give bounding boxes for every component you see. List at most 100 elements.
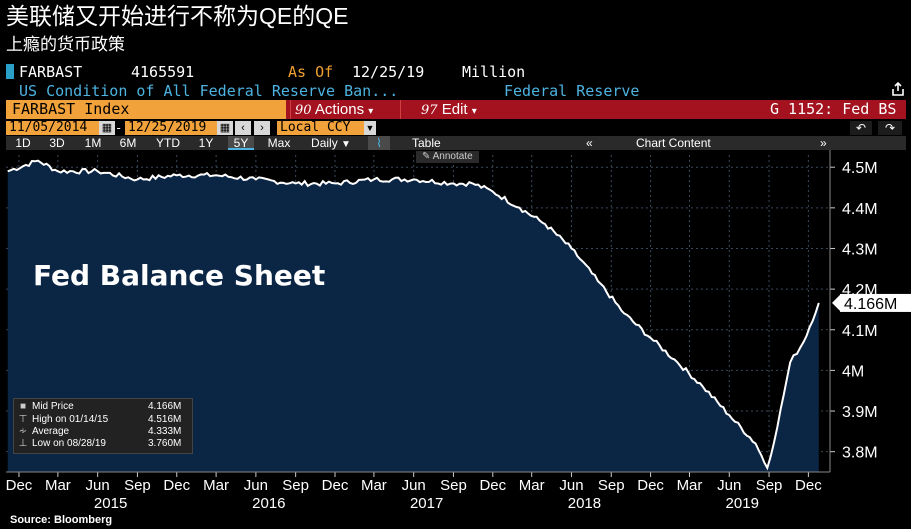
legend-low-icon: ⊥ <box>18 438 28 449</box>
undo-icon[interactable]: ↶ <box>850 121 872 135</box>
legend-label: High on 01/14/15 <box>32 414 109 425</box>
actions-number: 90 <box>295 103 312 118</box>
period-6m-button[interactable]: 6M <box>119 136 137 150</box>
y-tick-label: 4.1M <box>842 323 878 340</box>
x-tick-label: Jun <box>244 477 268 494</box>
redo-icon[interactable]: ↷ <box>878 121 902 135</box>
x-tick-label: Jun <box>86 477 110 494</box>
period-ytd-button[interactable]: YTD <box>156 136 180 150</box>
x-tick-label: Mar <box>677 477 703 494</box>
x-tick-label: Jun <box>717 477 741 494</box>
legend-row-low: ⊥ Low on 08/28/19 3.760M <box>14 438 192 450</box>
frequency-label: Daily <box>311 136 338 150</box>
headline: 美联储又开始进行不称为QE的QE <box>6 3 349 29</box>
table-label: Table <box>412 136 441 150</box>
last-value-arrow <box>832 294 840 311</box>
legend-value: 3.760M <box>148 438 182 449</box>
x-tick-label: Dec <box>163 477 190 494</box>
index-name-field[interactable]: FARBAST Index <box>6 100 286 119</box>
index-name: FARBAST Index <box>12 100 130 118</box>
as-of-label: As Of <box>288 63 334 81</box>
end-date-input[interactable]: 12/25/2019 <box>125 121 221 135</box>
series-line <box>7 159 820 471</box>
line-chart-icon[interactable]: ⌇ <box>368 136 390 150</box>
caret-down-icon: ▾ <box>471 106 477 117</box>
y-tick-label: 4.5M <box>842 160 878 177</box>
last-value-label: 4.166M <box>844 296 897 313</box>
period-1m-button[interactable]: 1M <box>84 136 102 150</box>
actions-button[interactable]: 90 Actions ▾ <box>290 100 399 119</box>
legend-row-average: ∻ Average 4.333M <box>14 426 192 438</box>
double-chevron-right-icon[interactable]: » <box>820 136 827 150</box>
caret-down-icon: ▾ <box>368 106 374 117</box>
x-tick-label: Dec <box>795 477 822 494</box>
period-1y-button[interactable]: 1Y <box>198 136 214 150</box>
x-year-label: 2018 <box>568 495 601 512</box>
date-separator: - <box>115 121 123 135</box>
x-tick-label: Mar <box>203 477 229 494</box>
legend-square-icon: ■ <box>19 401 27 412</box>
x-tick-label: Jun <box>402 477 426 494</box>
y-tick-label: 4.4M <box>842 201 878 218</box>
last-value-marker: 4.166M <box>832 293 911 313</box>
x-tick-label: Mar <box>45 477 71 494</box>
caret-down-icon: ▼ <box>341 139 351 150</box>
y-tick-label: 4M <box>842 363 864 380</box>
calendar-icon[interactable]: ▦ <box>217 121 233 135</box>
x-tick-label: Dec <box>479 477 506 494</box>
legend: ■ Mid Price 4.166M ⊤ High on 01/14/15 4.… <box>13 398 193 454</box>
currency-select[interactable]: Local CCY <box>277 121 368 135</box>
edit-number: 97 <box>421 103 438 118</box>
share-icon[interactable] <box>889 81 907 99</box>
legend-label: Average <box>32 426 70 437</box>
x-tick-label: Dec <box>322 477 349 494</box>
ticker-code: FARBAST <box>19 63 83 81</box>
x-tick-label: Dec <box>6 477 33 494</box>
edit-label: Edit <box>441 101 468 118</box>
chevron-down-icon[interactable]: ▼ <box>364 121 376 135</box>
x-tick-label: Sep <box>440 477 467 494</box>
x-year-label: 2016 <box>252 495 285 512</box>
x-year-label: 2017 <box>410 495 443 512</box>
subheadline: 上瘾的货币政策 <box>6 35 125 54</box>
table-button[interactable]: Table <box>412 136 472 150</box>
x-tick-label: Jun <box>559 477 583 494</box>
frequency-select[interactable]: Daily ▼ <box>302 136 360 150</box>
source-note: Source: Bloomberg <box>10 514 113 526</box>
x-axis: Dec Mar Jun Sep Dec Mar Jun Sep Dec Mar Jun Sep Dec M… <box>6 471 830 512</box>
chevron-left-icon[interactable]: ‹ <box>235 121 251 135</box>
security-source: Federal Reserve <box>504 82 640 100</box>
period-1d-button[interactable]: 1D <box>15 136 31 150</box>
unit-label: Million <box>462 63 526 81</box>
x-tick-label: Sep <box>124 477 151 494</box>
chevron-right-icon[interactable]: › <box>254 121 270 135</box>
period-5y-button[interactable]: 5Y <box>228 136 254 150</box>
legend-row-high: ⊤ High on 01/14/15 4.516M <box>14 414 192 426</box>
as-of-date: 12/25/19 <box>352 63 425 81</box>
chart-content-label: Chart Content <box>636 136 711 150</box>
legend-value: 4.166M <box>148 401 182 412</box>
legend-value: 4.333M <box>148 426 182 437</box>
y-tick-label: 3.9M <box>842 404 878 421</box>
double-chevron-left-icon[interactable]: « <box>586 136 593 150</box>
x-tick-label: Sep <box>598 477 625 494</box>
last-value-box <box>840 293 911 312</box>
ticker-value: 4165591 <box>131 63 195 81</box>
edit-button[interactable]: 97 Edit ▾ <box>400 100 521 119</box>
period-max-button[interactable]: Max <box>267 136 291 150</box>
x-tick-label: Mar <box>519 477 545 494</box>
x-tick-label: Sep <box>756 477 783 494</box>
start-date-input[interactable]: 11/05/2014 <box>6 121 100 135</box>
area-fill <box>7 160 819 472</box>
legend-row-mid: ■ Mid Price 4.166M <box>14 401 192 413</box>
y-tick-label: 3.8M <box>842 445 878 462</box>
function-label: G 1152: Fed BS <box>770 100 897 118</box>
calendar-icon[interactable]: ▦ <box>99 121 115 135</box>
period-3d-button[interactable]: 3D <box>49 136 65 150</box>
annotate-button[interactable]: ✎ Annotate <box>416 151 479 163</box>
share-icon-glyph <box>892 81 904 96</box>
legend-high-icon: ⊤ <box>18 414 28 425</box>
chart-content-button[interactable]: Chart Content <box>636 136 711 150</box>
x-year-label: 2015 <box>94 495 127 512</box>
